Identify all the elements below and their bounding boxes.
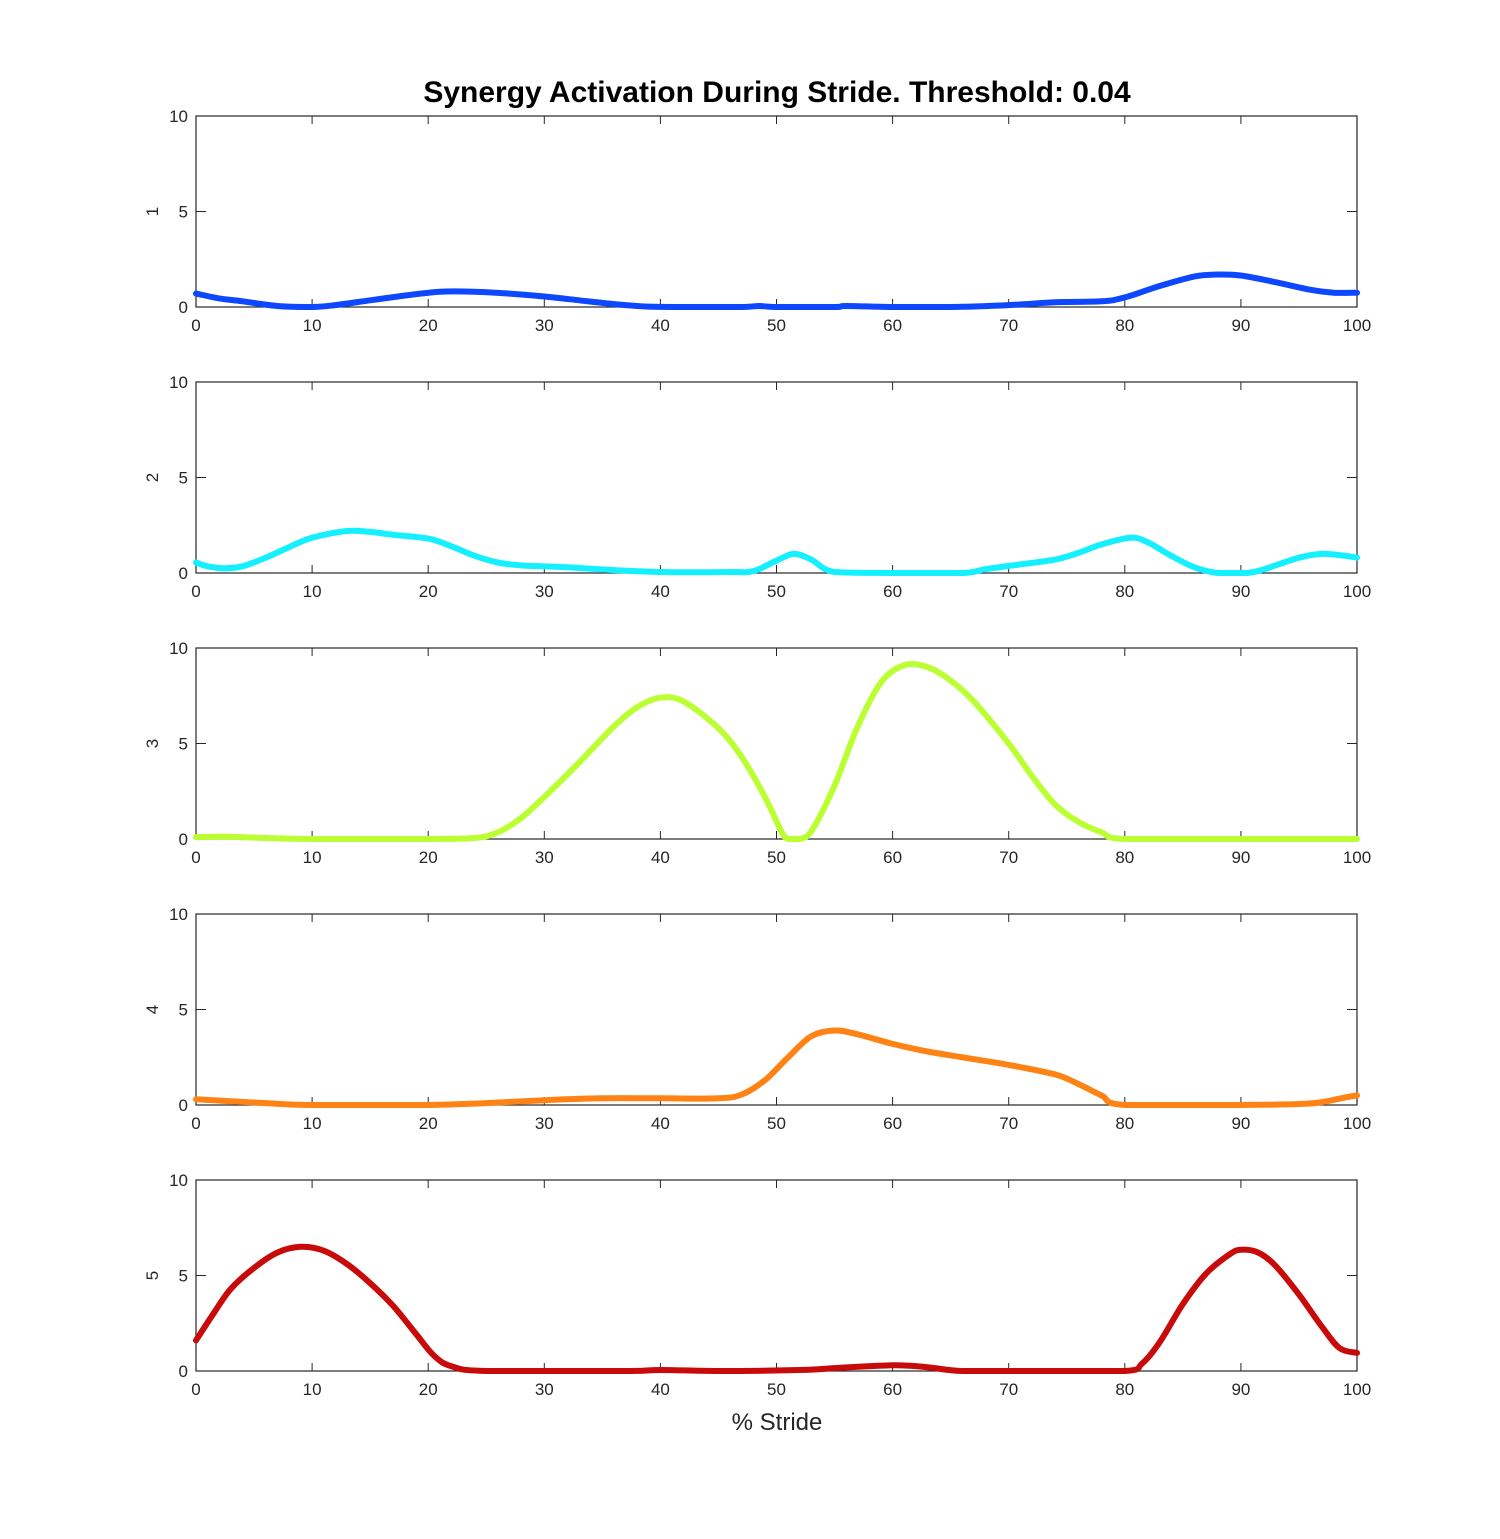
x-tick-label: 0 [191,1380,200,1399]
x-tick-label: 100 [1343,1114,1371,1133]
y-axis-label: 4 [143,1005,162,1014]
y-tick-label: 0 [179,564,188,583]
y-tick-label: 10 [169,1171,188,1190]
x-tick-label: 30 [535,848,554,867]
x-tick-label: 100 [1343,1380,1371,1399]
x-tick-label: 20 [419,1114,438,1133]
subplot-4: 0 10 20 30 40 50 60 70 80 90 100 0 5 10 4 [143,905,1371,1133]
x-tick-label: 50 [767,316,786,335]
x-tick-label: 80 [1115,848,1134,867]
axes-box [195,381,1358,574]
x-tick-label: 30 [535,582,554,601]
y-tick-label: 5 [179,735,188,754]
y-tick-label: 5 [179,469,188,488]
x-tick-label: 100 [1343,848,1371,867]
series-line-1 [193,271,1360,311]
y-tick-label: 0 [179,830,188,849]
x-tick-label: 90 [1231,1380,1250,1399]
y-tick-label: 10 [169,639,188,658]
y-tick-label: 5 [179,1267,188,1286]
series-line-2 [193,527,1360,577]
x-tick-label: 60 [883,1114,902,1133]
x-tick-label: 60 [883,1380,902,1399]
x-tick-label: 10 [303,1380,322,1399]
x-tick-label: 90 [1231,582,1250,601]
x-tick-label: 40 [651,848,670,867]
x-tick-label: 30 [535,316,554,335]
x-tick-label: 50 [767,1380,786,1399]
y-axis-label: 3 [143,739,162,748]
x-tick-label: 10 [303,1114,322,1133]
x-tick-label: 100 [1343,582,1371,601]
x-tick-label: 0 [191,316,200,335]
x-tick-label: 100 [1343,316,1371,335]
series-line-5 [193,1243,1360,1375]
x-tick-label: 30 [535,1114,554,1133]
x-tick-label: 40 [651,1380,670,1399]
subplot-1: 0 10 20 30 40 50 60 70 80 90 100 0 5 10 1 [143,107,1371,335]
x-tick-label: 30 [535,1380,554,1399]
x-tick-label: 20 [419,848,438,867]
series-line-4 [193,1027,1360,1108]
x-tick-label: 50 [767,1114,786,1133]
x-tick-label: 10 [303,848,322,867]
x-tick-label: 40 [651,582,670,601]
subplot-2: 0 10 20 30 40 50 60 70 80 90 100 0 5 10 2 [143,373,1371,601]
x-tick-label: 20 [419,316,438,335]
y-tick-label: 0 [179,298,188,317]
x-tick-label: 40 [651,1114,670,1133]
x-tick-label: 90 [1231,316,1250,335]
x-tick-label: 50 [767,848,786,867]
subplot-5: 0 10 20 30 40 50 60 70 80 90 100 0 5 10 5 [143,1171,1371,1399]
axes-box [195,913,1358,1106]
y-tick-label: 0 [179,1362,188,1381]
x-tick-label: 90 [1231,1114,1250,1133]
x-tick-label: 40 [651,316,670,335]
y-tick-label: 5 [179,1001,188,1020]
x-tick-label: 70 [999,582,1018,601]
x-tick-label: 80 [1115,1114,1134,1133]
subplot-3: 0 10 20 30 40 50 60 70 80 90 100 0 5 10 3 [143,639,1371,867]
x-tick-label: 60 [883,848,902,867]
y-tick-label: 5 [179,203,188,222]
x-tick-label: 70 [999,316,1018,335]
y-tick-label: 10 [169,107,188,126]
chart-title: Synergy Activation During Stride. Thresh… [423,76,1131,109]
x-tick-label: 0 [191,582,200,601]
y-tick-label: 0 [179,1096,188,1115]
axes-box [195,1179,1358,1372]
x-tick-label: 0 [191,1114,200,1133]
x-tick-label: 60 [883,316,902,335]
x-tick-label: 10 [303,316,322,335]
x-tick-label: 70 [999,1380,1018,1399]
x-tick-label: 70 [999,1114,1018,1133]
x-axis-label: % Stride [732,1409,823,1436]
y-tick-label: 10 [169,905,188,924]
x-tick-label: 50 [767,582,786,601]
axes-box [195,647,1358,840]
y-axis-label: 5 [143,1271,162,1280]
x-tick-label: 80 [1115,582,1134,601]
series-line-3 [193,660,1360,843]
x-tick-label: 70 [999,848,1018,867]
x-tick-label: 0 [191,848,200,867]
x-tick-label: 80 [1115,1380,1134,1399]
y-tick-label: 10 [169,373,188,392]
x-tick-label: 80 [1115,316,1134,335]
x-tick-label: 10 [303,582,322,601]
x-tick-label: 20 [419,1380,438,1399]
y-axis-label: 1 [143,207,162,216]
x-tick-label: 20 [419,582,438,601]
y-axis-label: 2 [143,473,162,482]
x-tick-label: 60 [883,582,902,601]
x-tick-label: 90 [1231,848,1250,867]
